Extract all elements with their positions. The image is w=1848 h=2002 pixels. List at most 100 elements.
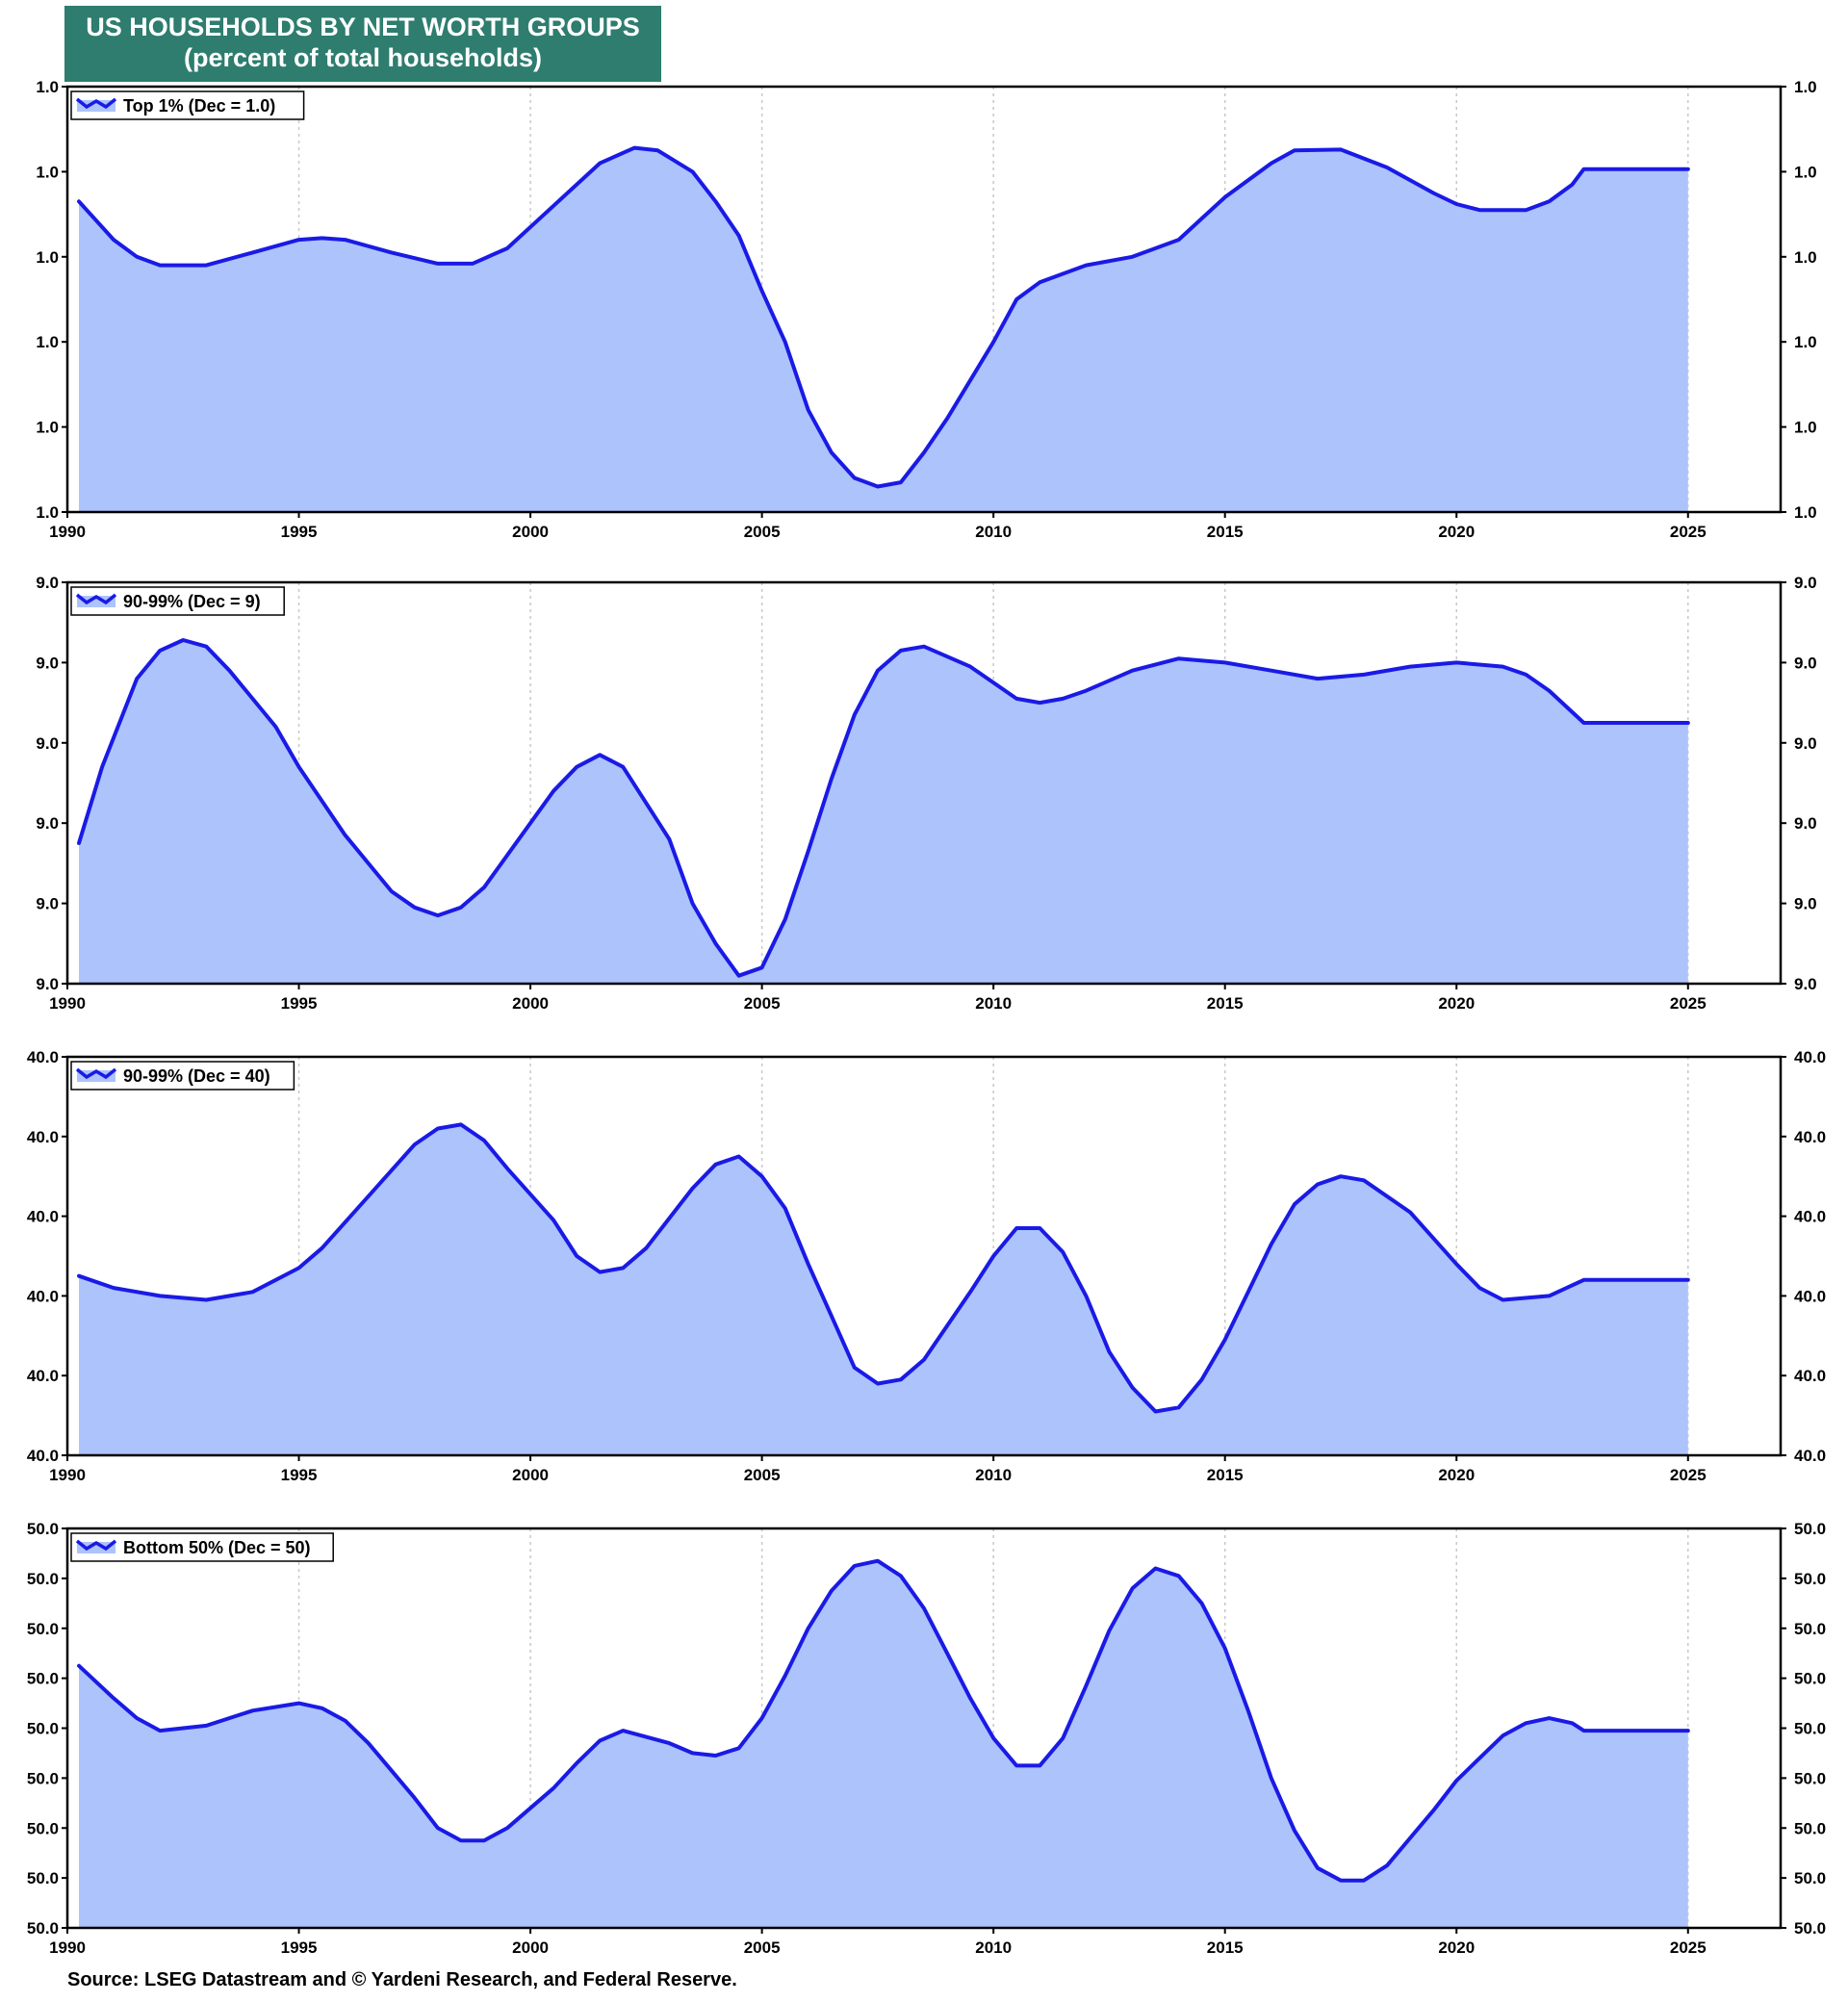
legend-line-icon xyxy=(75,1067,117,1080)
y-tick-label-left: 40.0 xyxy=(27,1367,59,1385)
series-line xyxy=(77,1558,1690,1883)
y-tick-label-left: 9.0 xyxy=(36,734,59,753)
x-tick-label: 1990 xyxy=(49,523,86,541)
series-area xyxy=(79,147,1688,512)
y-tick-label-left: 50.0 xyxy=(27,1570,59,1588)
series-line xyxy=(77,1122,1690,1414)
plot-frame xyxy=(65,1055,1783,1457)
chart-panel-4: 50.0 50.0 50.0 50.0 50.0 50.0 50.0 50.0 50.0 50.0… xyxy=(27,1520,1826,1957)
y-tick-label-left: 40.0 xyxy=(27,1287,59,1305)
y-tick-label-right: 40.0 xyxy=(1794,1128,1826,1146)
x-tick-label: 2000 xyxy=(512,1938,549,1957)
y-tick-label-right: 1.0 xyxy=(1794,419,1817,437)
source-note: Source: LSEG Datastream and © Yardeni Re… xyxy=(67,1969,737,1990)
y-tick-label-right: 50.0 xyxy=(1794,1769,1826,1787)
y-tick-label-left: 50.0 xyxy=(27,1520,59,1538)
y-tick-label-right: 50.0 xyxy=(1794,1520,1826,1538)
y-tick-label-left: 50.0 xyxy=(27,1670,59,1688)
chart-panel-3: 40.0 40.0 40.0 40.0 40.0 40.0 40.0 40.0 40.0 40.0… xyxy=(27,1048,1826,1484)
y-tick-label-left: 50.0 xyxy=(27,1769,59,1787)
y-tick-label-right: 9.0 xyxy=(1794,654,1817,672)
y-tick-label-left: 50.0 xyxy=(27,1869,59,1887)
y-tick-label-right: 50.0 xyxy=(1794,1670,1826,1688)
x-tick-label: 2010 xyxy=(975,1938,1012,1957)
y-tick-label-left: 1.0 xyxy=(36,163,59,181)
series-area xyxy=(79,1124,1688,1455)
legend-line-icon xyxy=(75,593,117,605)
y-tick-label-right: 50.0 xyxy=(1794,1570,1826,1588)
y-tick-label-right: 40.0 xyxy=(1794,1287,1826,1305)
y-tick-label-left: 9.0 xyxy=(36,574,59,592)
x-tick-label: 2020 xyxy=(1438,523,1475,541)
x-tick-label: 1990 xyxy=(49,994,86,1013)
x-tick-label: 2005 xyxy=(744,1466,781,1484)
y-tick-label-right: 50.0 xyxy=(1794,1919,1826,1938)
x-tick-label: 2025 xyxy=(1670,523,1707,541)
y-tick-label-left: 9.0 xyxy=(36,975,59,993)
y-tick-label-right: 9.0 xyxy=(1794,734,1817,753)
y-tick-label-left: 50.0 xyxy=(27,1720,59,1738)
y-tick-label-right: 9.0 xyxy=(1794,895,1817,913)
x-tick-label: 2025 xyxy=(1670,1938,1707,1957)
x-tick-label: 2025 xyxy=(1670,1466,1707,1484)
y-tick-label-left: 1.0 xyxy=(36,419,59,437)
y-tick-label-left: 40.0 xyxy=(27,1048,59,1066)
legend-label: 90-99% (Dec = 40) xyxy=(123,1066,270,1086)
legend-label: 90-99% (Dec = 9) xyxy=(123,592,261,611)
x-tick-label: 2005 xyxy=(744,523,781,541)
y-tick-label-right: 1.0 xyxy=(1794,163,1817,181)
y-tick-label-left: 50.0 xyxy=(27,1819,59,1837)
x-tick-label: 1990 xyxy=(49,1938,86,1957)
y-tick-label-left: 1.0 xyxy=(36,248,59,267)
x-tick-label: 2025 xyxy=(1670,994,1707,1013)
y-tick-label-left: 9.0 xyxy=(36,895,59,913)
y-tick-label-right: 50.0 xyxy=(1794,1819,1826,1837)
chart-panel-1: 1.0 1.01.0 1.01.0 1.01.0 1.01.0 1.01.0 1.01990… xyxy=(36,78,1816,541)
x-tick-label: 2000 xyxy=(512,994,549,1013)
legend-line-icon xyxy=(75,97,117,110)
x-tick-label: 1990 xyxy=(49,1466,86,1484)
y-tick-label-right: 50.0 xyxy=(1794,1720,1826,1738)
x-tick-label: 2020 xyxy=(1438,1466,1475,1484)
chart-panel-2: 9.0 9.09.0 9.09.0 9.09.0 9.09.0 9.09.0 9.01990… xyxy=(36,574,1816,1013)
y-tick-label-left: 1.0 xyxy=(36,503,59,522)
y-tick-label-right: 50.0 xyxy=(1794,1869,1826,1887)
plot-frame xyxy=(65,580,1783,986)
legend-label: Top 1% (Dec = 1.0) xyxy=(123,96,275,116)
y-tick-label-right: 1.0 xyxy=(1794,333,1817,351)
chart-subtitle: (percent of total households) xyxy=(183,43,542,72)
legend: Top 1% (Dec = 1.0) xyxy=(70,90,305,120)
x-tick-label: 1995 xyxy=(281,1466,318,1484)
x-tick-label: 2020 xyxy=(1438,1938,1475,1957)
series-area xyxy=(79,640,1688,984)
y-tick-label-left: 9.0 xyxy=(36,654,59,672)
y-tick-label-right: 40.0 xyxy=(1794,1447,1826,1465)
y-tick-label-right: 9.0 xyxy=(1794,975,1817,993)
legend: 90-99% (Dec = 40) xyxy=(70,1061,295,1091)
y-tick-label-right: 9.0 xyxy=(1794,574,1817,592)
y-tick-label-left: 40.0 xyxy=(27,1447,59,1465)
y-tick-label-left: 40.0 xyxy=(27,1208,59,1226)
series-line xyxy=(77,638,1690,978)
x-tick-label: 2005 xyxy=(744,994,781,1013)
legend: Bottom 50% (Dec = 50) xyxy=(70,1532,334,1562)
x-tick-label: 2000 xyxy=(512,1466,549,1484)
chart-title: US HOUSEHOLDS BY NET WORTH GROUPS xyxy=(86,13,640,41)
y-tick-label-right: 1.0 xyxy=(1794,248,1817,267)
x-tick-label: 2000 xyxy=(512,523,549,541)
x-tick-label: 2015 xyxy=(1207,994,1244,1013)
legend-line-icon xyxy=(75,1539,117,1552)
chart-title-box: US HOUSEHOLDS BY NET WORTH GROUPS (perce… xyxy=(64,6,661,82)
plot-frame xyxy=(65,85,1783,514)
legend: 90-99% (Dec = 9) xyxy=(70,586,285,616)
x-tick-label: 1995 xyxy=(281,523,318,541)
y-tick-label-right: 9.0 xyxy=(1794,814,1817,833)
y-tick-label-left: 1.0 xyxy=(36,78,59,96)
x-tick-label: 2015 xyxy=(1207,1938,1244,1957)
x-tick-label: 1995 xyxy=(281,1938,318,1957)
y-tick-label-right: 40.0 xyxy=(1794,1367,1826,1385)
x-tick-label: 2010 xyxy=(975,523,1012,541)
y-tick-label-left: 1.0 xyxy=(36,333,59,351)
y-tick-label-right: 1.0 xyxy=(1794,78,1817,96)
